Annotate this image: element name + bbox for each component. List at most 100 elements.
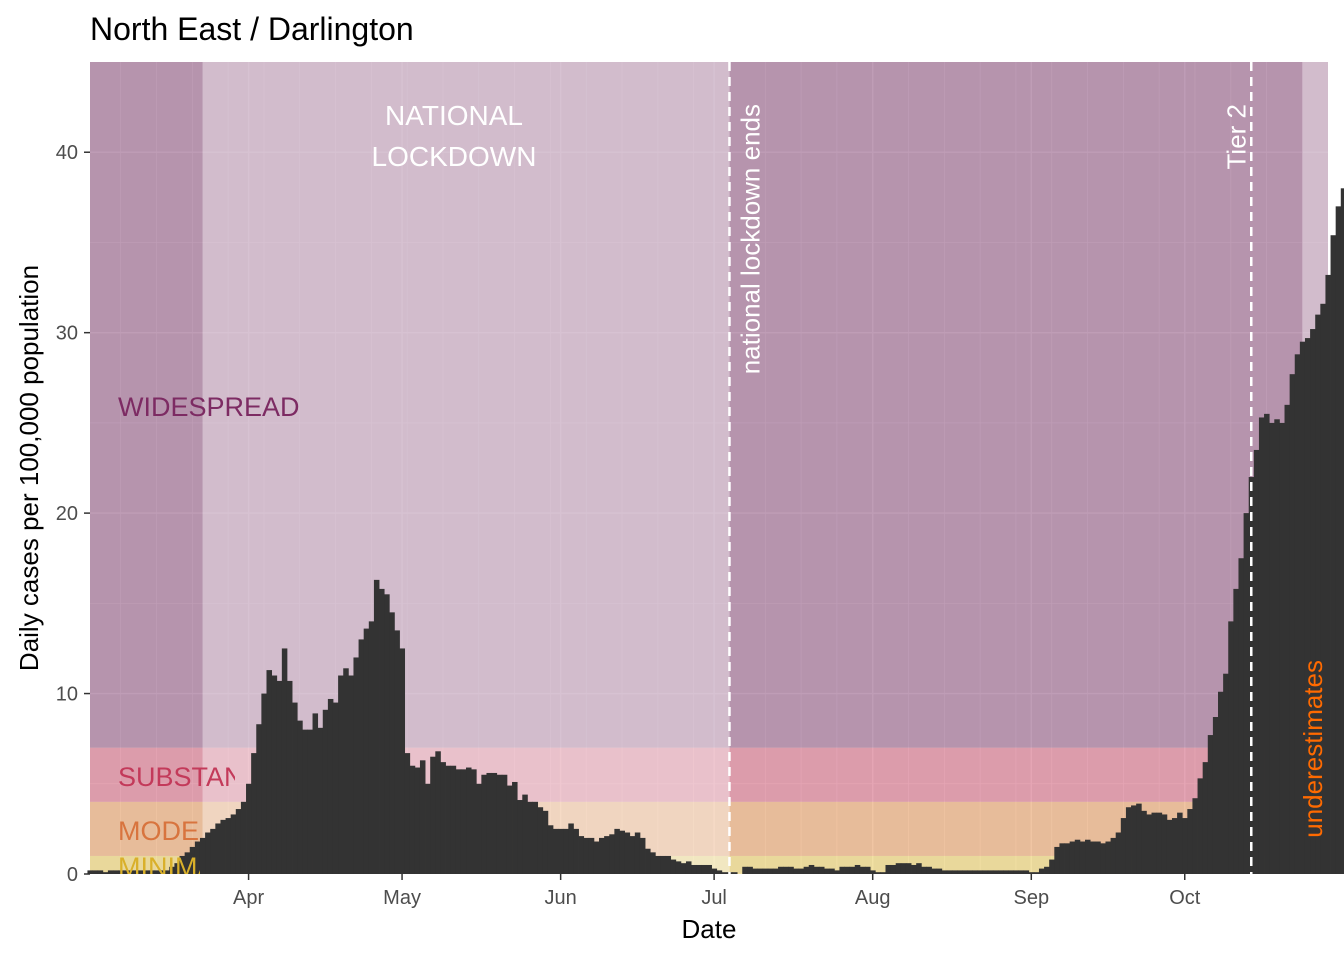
bar <box>880 872 886 874</box>
bar <box>732 872 738 874</box>
bar <box>1238 558 1244 874</box>
bar <box>895 863 902 874</box>
band-labels: WIDESPREAD SUBSTANTIAL MODERATE MINIMAL <box>118 392 301 874</box>
bar <box>189 846 196 874</box>
bar <box>133 870 139 874</box>
bar <box>123 870 129 874</box>
bar <box>271 675 278 874</box>
bar <box>1310 329 1316 875</box>
bar <box>92 870 99 874</box>
bar <box>261 693 267 874</box>
bar <box>435 751 441 874</box>
bar <box>307 729 313 874</box>
bar <box>609 834 615 874</box>
bar <box>982 870 989 874</box>
x-axis-title: Date <box>682 914 737 944</box>
bar <box>742 866 748 874</box>
bar <box>240 801 247 874</box>
bar <box>946 870 953 874</box>
bar <box>854 864 861 874</box>
bar <box>153 870 160 874</box>
bar <box>721 872 728 874</box>
bar <box>1110 837 1117 874</box>
bar <box>875 872 881 874</box>
bar <box>1049 859 1055 874</box>
bar <box>148 870 155 874</box>
bar <box>235 809 242 874</box>
bar <box>599 837 605 874</box>
x-tick-label: Oct <box>1169 887 1201 909</box>
bar <box>1033 872 1040 874</box>
bar <box>486 772 492 874</box>
bar <box>174 863 180 874</box>
risk-band <box>90 62 1328 748</box>
bar <box>527 801 533 874</box>
bar <box>680 863 687 874</box>
bar <box>496 774 503 874</box>
x-tick-label: Jun <box>545 887 577 909</box>
bar <box>205 832 211 874</box>
bar <box>752 868 758 874</box>
bar <box>1038 868 1045 874</box>
bar <box>194 841 201 874</box>
bar <box>624 832 631 874</box>
bar <box>1120 818 1127 874</box>
bar <box>297 720 303 874</box>
bar <box>808 864 815 874</box>
bar <box>767 868 774 874</box>
bar <box>404 753 411 874</box>
x-tick-label: May <box>383 887 421 909</box>
bar <box>1207 735 1214 874</box>
bar <box>276 680 283 874</box>
bar <box>256 724 262 874</box>
bar <box>593 841 600 874</box>
bar <box>292 702 298 874</box>
bar <box>363 628 370 874</box>
bar <box>706 864 712 874</box>
bar <box>414 767 421 874</box>
bar <box>220 819 226 874</box>
bar <box>926 866 932 874</box>
bar <box>1059 843 1065 874</box>
plot-panel: national lockdown ends Tier 2 WIDESPREAD S… <box>87 62 1344 875</box>
bar <box>931 868 938 874</box>
bar <box>1090 841 1096 874</box>
bar <box>552 828 559 874</box>
bar <box>701 864 707 874</box>
bar <box>491 772 498 874</box>
bar <box>1069 841 1076 874</box>
bar <box>1079 841 1086 874</box>
bar <box>1044 866 1050 874</box>
bar <box>1013 870 1019 874</box>
bar <box>870 870 876 874</box>
bar <box>992 870 999 874</box>
bar <box>512 781 518 874</box>
bar <box>558 828 564 874</box>
bar <box>1136 803 1142 874</box>
bar <box>1064 843 1071 874</box>
bar <box>506 785 513 874</box>
bar <box>302 729 308 874</box>
y-tick-label: 40 <box>56 142 78 164</box>
bar <box>655 855 661 874</box>
bar <box>353 657 359 874</box>
bar <box>466 767 472 874</box>
bar <box>113 870 119 874</box>
bar <box>921 866 927 874</box>
bar <box>1085 839 1091 874</box>
bar <box>537 807 544 874</box>
bar <box>332 702 339 874</box>
bar <box>542 810 549 874</box>
bar <box>143 870 150 874</box>
bar <box>905 863 912 874</box>
bar <box>1294 354 1301 874</box>
bar <box>1171 818 1178 874</box>
bar <box>865 866 871 874</box>
bar <box>348 675 354 874</box>
bar <box>102 872 109 874</box>
bar <box>476 783 482 874</box>
band-label: SUBSTANTIAL <box>118 762 301 792</box>
bar <box>588 837 595 874</box>
bar <box>788 866 794 874</box>
